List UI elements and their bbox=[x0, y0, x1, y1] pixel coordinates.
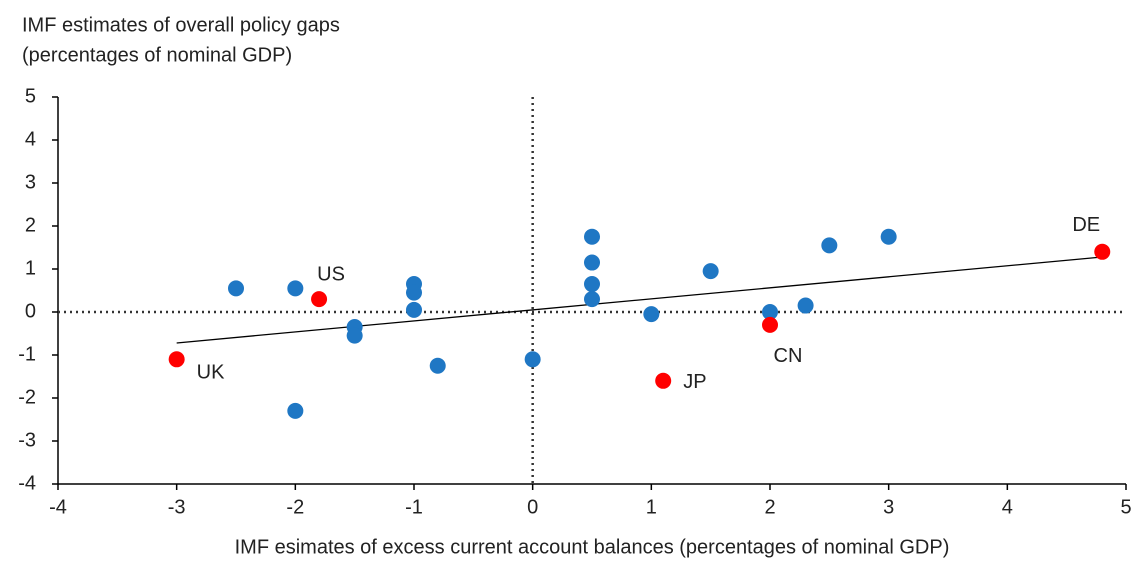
x-tick-label: -3 bbox=[168, 496, 186, 518]
point bbox=[584, 228, 600, 245]
chart-title: (percentages of nominal GDP) bbox=[22, 44, 292, 66]
point bbox=[821, 237, 838, 254]
y-tick-label: -4 bbox=[18, 472, 36, 494]
point-label: DE bbox=[1072, 214, 1100, 236]
point bbox=[228, 280, 244, 297]
x-tick-label: 0 bbox=[527, 496, 538, 518]
x-tick-label: -2 bbox=[286, 496, 304, 518]
trend-line bbox=[176, 256, 1103, 344]
point bbox=[702, 263, 719, 280]
point bbox=[584, 291, 600, 308]
point-label: JP bbox=[683, 371, 706, 393]
x-tick-label: -1 bbox=[405, 496, 423, 518]
point bbox=[762, 304, 778, 320]
point bbox=[1094, 243, 1111, 260]
y-tick-label: 1 bbox=[25, 257, 36, 279]
point bbox=[643, 306, 660, 323]
y-tick-label: -3 bbox=[18, 429, 36, 451]
x-axis-label: IMF esimates of excess current account b… bbox=[235, 536, 950, 558]
y-tick-label: 5 bbox=[25, 85, 36, 107]
y-tick-label: 4 bbox=[25, 128, 36, 150]
point bbox=[168, 351, 185, 368]
x-tick-label: 5 bbox=[1120, 496, 1131, 518]
point bbox=[346, 327, 363, 344]
point bbox=[429, 357, 446, 374]
point bbox=[287, 402, 304, 419]
chart-title: IMF estimates of overall policy gaps bbox=[22, 14, 340, 36]
y-tick-label: -2 bbox=[18, 386, 36, 408]
point bbox=[584, 276, 600, 293]
point-label: US bbox=[317, 263, 345, 285]
point bbox=[584, 254, 600, 271]
point bbox=[524, 351, 541, 368]
y-tick-label: -1 bbox=[18, 343, 36, 365]
point bbox=[406, 301, 422, 318]
point bbox=[762, 316, 778, 333]
point bbox=[655, 372, 672, 389]
point bbox=[406, 284, 422, 301]
x-tick-label: 4 bbox=[1002, 496, 1013, 518]
point bbox=[287, 280, 304, 297]
x-tick-label: -4 bbox=[49, 496, 67, 518]
y-tick-label: 3 bbox=[25, 171, 36, 193]
point bbox=[797, 297, 814, 314]
y-tick-label: 2 bbox=[25, 214, 36, 236]
point bbox=[311, 291, 328, 308]
y-tick-label: 0 bbox=[25, 300, 36, 322]
x-tick-label: 2 bbox=[764, 496, 775, 518]
x-tick-label: 3 bbox=[883, 496, 894, 518]
point-label: UK bbox=[197, 362, 225, 384]
point-label: CN bbox=[774, 345, 803, 367]
x-tick-label: 1 bbox=[646, 496, 657, 518]
point bbox=[880, 228, 897, 245]
